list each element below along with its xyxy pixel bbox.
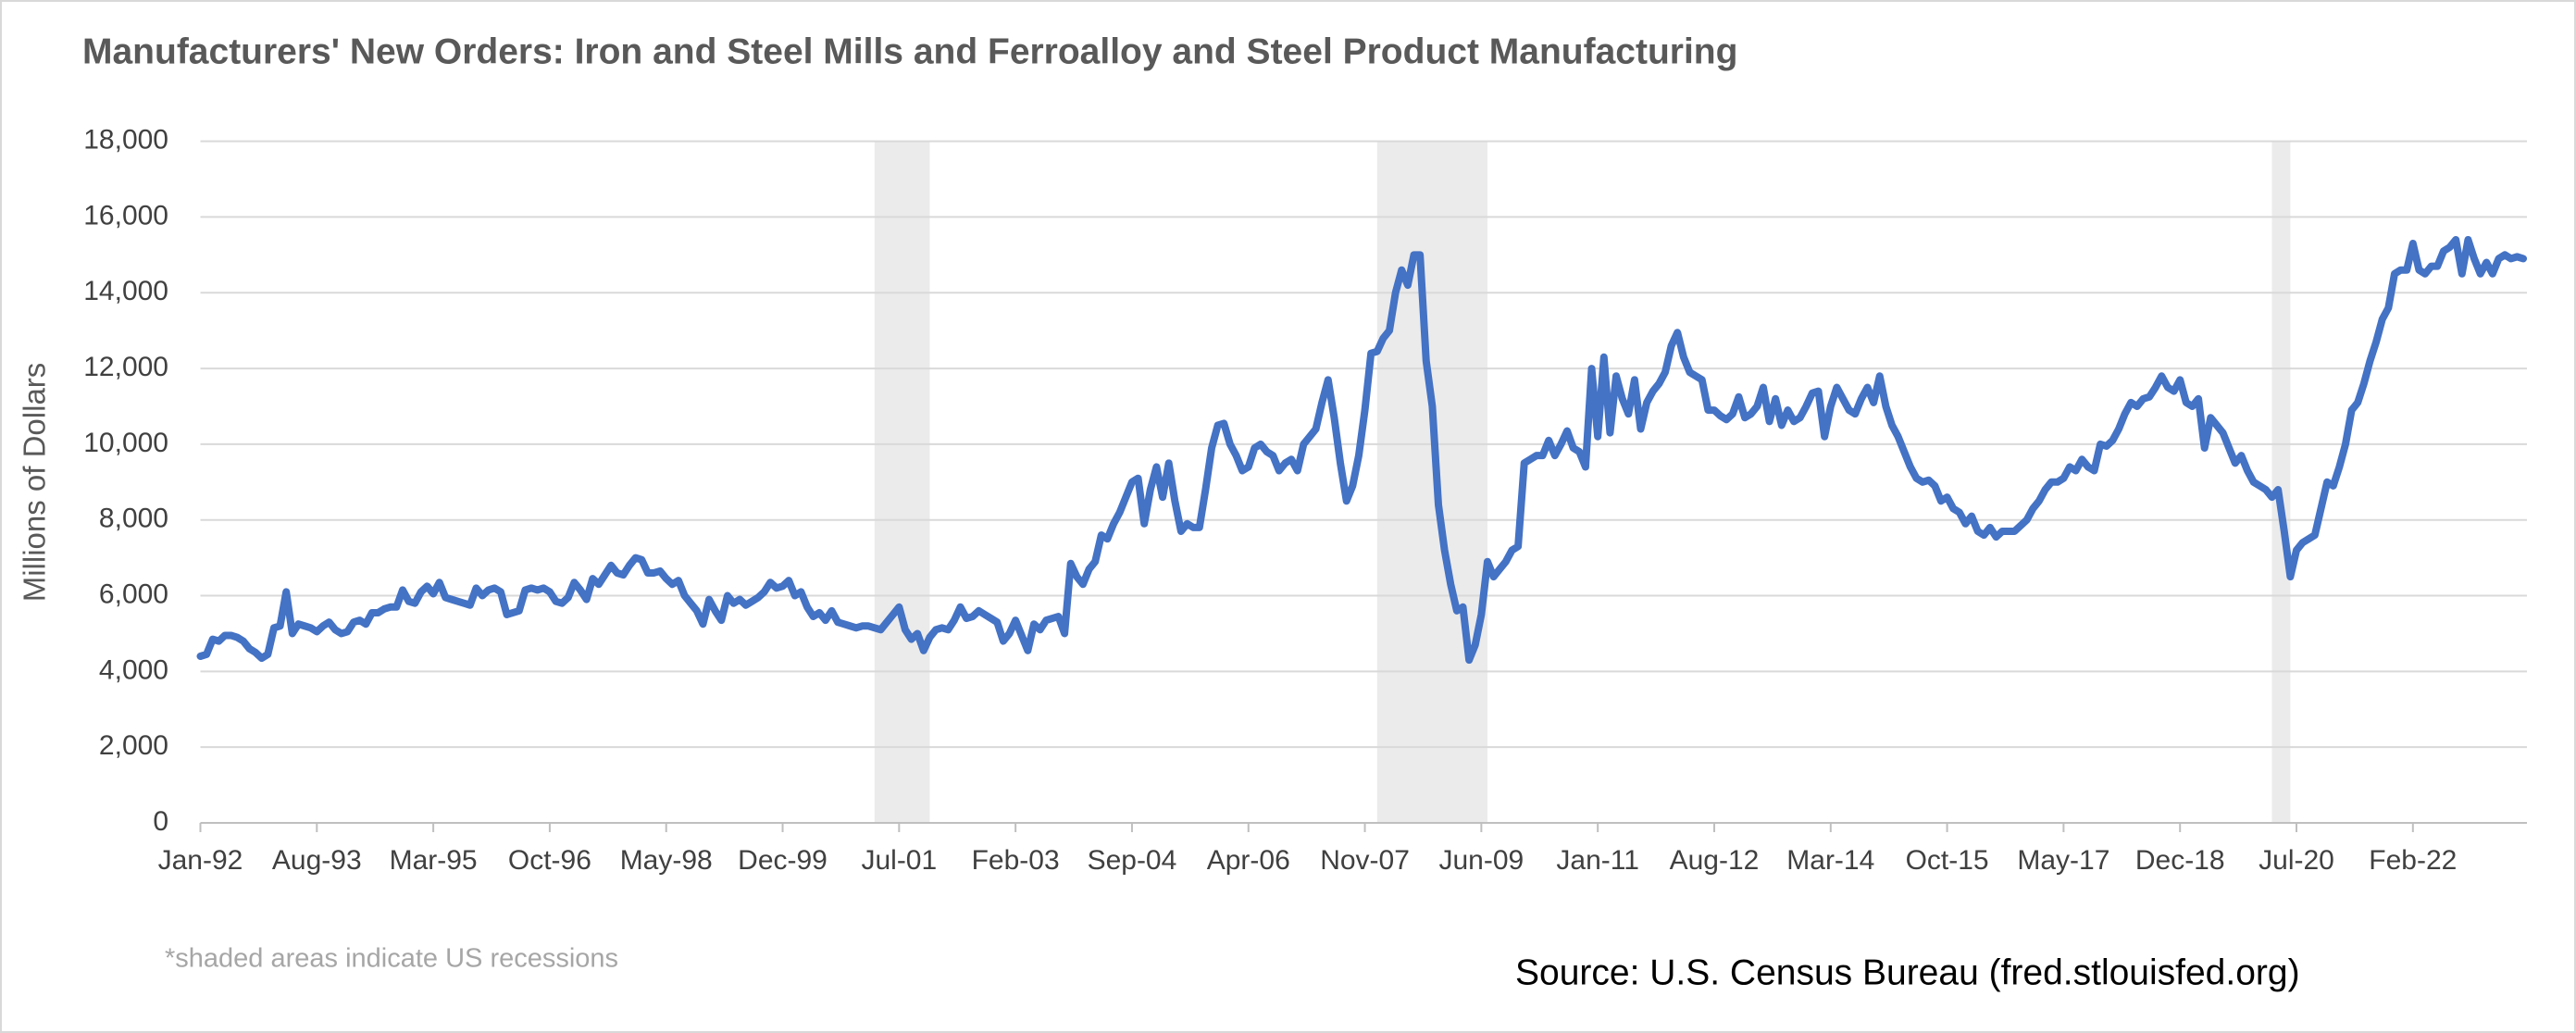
x-tick-label: Mar-95 [390, 845, 478, 876]
x-tick-label: Dec-18 [2135, 845, 2225, 876]
x-tick-label: Mar-14 [1786, 845, 1874, 876]
x-tick-label: Jun-09 [1438, 845, 1524, 876]
x-tick-label: Feb-22 [2369, 845, 2457, 876]
x-tick-label: Jul-01 [861, 845, 937, 876]
x-tick-label: May-98 [620, 845, 713, 876]
x-tick-label: Aug-93 [272, 845, 362, 876]
recession-shade [874, 141, 930, 824]
x-tick-label: Sep-04 [1088, 845, 1177, 876]
x-tick-label: Oct-96 [508, 845, 591, 876]
x-tick-label: Jan-92 [158, 845, 243, 876]
x-tick-label: May-17 [2017, 845, 2109, 876]
source: Source: U.S. Census Bureau (fred.stlouis… [1515, 952, 2300, 992]
x-tick-label: Nov-07 [1320, 845, 1410, 876]
x-tick-label: Apr-06 [1207, 845, 1290, 876]
footnote: *shaded areas indicate US recessions [165, 944, 618, 974]
y-tick-label: 14,000 [83, 276, 168, 306]
x-tick-label: Oct-15 [1906, 845, 1989, 876]
x-tick-label: Jul-20 [2259, 845, 2334, 876]
y-tick-label: 18,000 [83, 125, 168, 156]
y-tick-label: 12,000 [83, 352, 168, 382]
y-tick-label: 2,000 [99, 730, 168, 761]
recession-shade [2271, 141, 2291, 824]
y-tick-label: 0 [153, 806, 168, 837]
x-tick-label: Jan-11 [1556, 845, 1639, 876]
y-axis-label: Millions of Dollars [18, 363, 52, 603]
y-tick-label: 6,000 [99, 579, 168, 609]
y-tick-label: 8,000 [99, 504, 168, 534]
data-line [196, 235, 2527, 665]
x-tick-label: Aug-12 [1670, 845, 1760, 876]
y-tick-label: 16,000 [83, 200, 168, 230]
x-tick-label: Dec-99 [738, 845, 828, 876]
x-tick-label: Feb-03 [972, 845, 1060, 876]
chart-title: Manufacturers' New Orders: Iron and Stee… [82, 31, 1737, 71]
y-tick-label: 4,000 [99, 654, 168, 685]
y-tick-label: 10,000 [83, 428, 168, 458]
recession-shade [1376, 141, 1487, 824]
